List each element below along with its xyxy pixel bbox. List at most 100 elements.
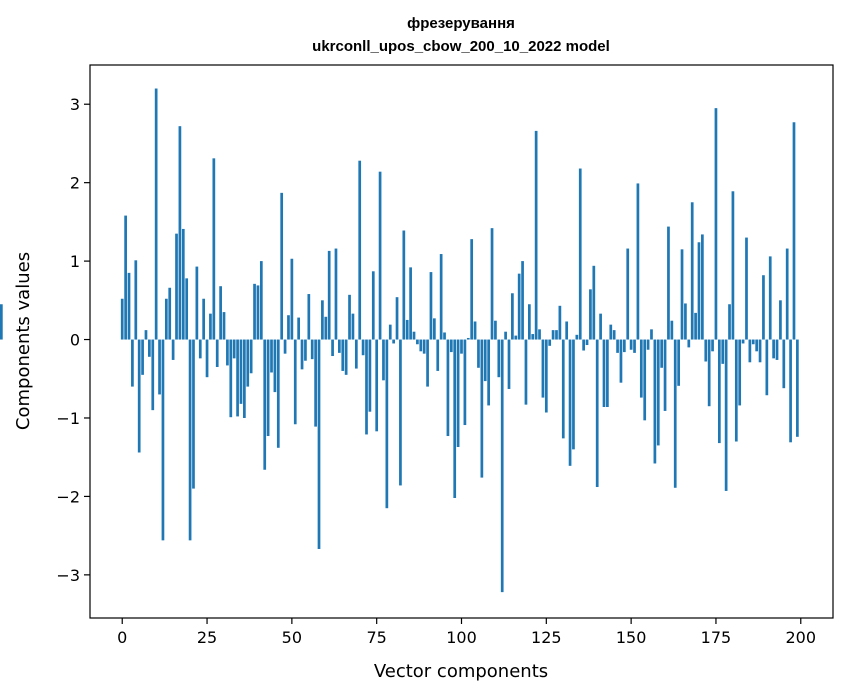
chart-title-line-1: фрезерування <box>407 15 515 32</box>
bar-165 <box>680 249 684 340</box>
bar-150 <box>629 339 633 350</box>
y-tick-label: 1 <box>70 252 80 271</box>
bar-undefined <box>0 304 3 340</box>
bar-93 <box>436 339 440 371</box>
bar-30 <box>222 312 226 340</box>
bar-128 <box>555 330 558 340</box>
bar-178 <box>724 339 728 491</box>
bar-138 <box>589 289 592 340</box>
bar-199 <box>796 339 799 437</box>
bar-103 <box>470 239 474 340</box>
bar-11 <box>158 339 161 395</box>
bar-108 <box>487 339 490 406</box>
x-tick-label: 100 <box>446 628 477 647</box>
bar-5 <box>137 339 141 453</box>
bar-31 <box>226 339 229 366</box>
bar-22 <box>195 266 199 340</box>
bar-119 <box>524 339 528 405</box>
bar-10 <box>154 88 158 340</box>
bar-198 <box>792 122 796 340</box>
bar-171 <box>701 234 704 340</box>
bar-36 <box>243 339 246 418</box>
bar-196 <box>785 248 789 340</box>
bar-0 <box>120 298 124 340</box>
bar-111 <box>497 339 501 378</box>
bar-107 <box>483 339 487 382</box>
bar-141 <box>599 313 602 340</box>
chart-title-line-2: ukrconll_upos_cbow_200_10_2022 model <box>312 38 610 55</box>
bar-190 <box>765 339 769 396</box>
x-tick-label: 50 <box>282 628 302 647</box>
bar-7 <box>144 330 148 340</box>
bar-168 <box>690 202 694 340</box>
bar-69 <box>354 339 358 369</box>
x-tick-label: 75 <box>367 628 387 647</box>
bar-86 <box>412 331 416 340</box>
bar-101 <box>463 339 467 426</box>
bar-23 <box>198 339 202 359</box>
bar-115 <box>511 293 514 340</box>
bar-92 <box>433 318 436 340</box>
bar-46 <box>276 339 280 448</box>
bar-6 <box>141 339 144 375</box>
bar-63 <box>334 248 338 340</box>
y-axis-label: Components values <box>13 252 34 430</box>
bar-71 <box>361 339 365 356</box>
bar-90 <box>426 339 429 387</box>
bar-21 <box>192 339 195 489</box>
bar-64 <box>338 339 341 353</box>
x-tick-label: 125 <box>531 628 562 647</box>
y-tick-label: −3 <box>56 566 80 585</box>
bar-140 <box>595 339 599 488</box>
bar-180 <box>731 191 735 340</box>
bar-47 <box>280 192 284 340</box>
bar-78 <box>385 339 389 509</box>
bar-28 <box>215 339 219 367</box>
bar-14 <box>168 287 172 340</box>
bar-42 <box>263 339 267 470</box>
bar-25 <box>205 339 209 378</box>
bar-193 <box>775 339 779 360</box>
bar-142 <box>602 339 606 407</box>
bar-151 <box>633 339 636 353</box>
bar-127 <box>551 330 555 340</box>
bar-15 <box>171 339 175 360</box>
bar-77 <box>382 339 385 381</box>
bar-41 <box>259 261 263 340</box>
bar-124 <box>541 339 545 398</box>
bar-169 <box>694 312 697 340</box>
bar-45 <box>273 339 277 393</box>
bar-33 <box>232 339 236 359</box>
bar-173 <box>707 339 711 407</box>
bar-83 <box>402 230 406 340</box>
bar-38 <box>249 339 253 374</box>
bar-177 <box>721 339 725 364</box>
bar-146 <box>616 339 619 353</box>
bar-175 <box>714 108 718 340</box>
bar-144 <box>609 324 613 340</box>
bar-73 <box>368 339 372 412</box>
bar-60 <box>324 316 328 340</box>
bar-154 <box>643 339 647 421</box>
bar-27 <box>212 158 216 340</box>
bar-55 <box>307 294 311 340</box>
bar-79 <box>388 324 392 340</box>
bar-120 <box>528 304 531 340</box>
bar-91 <box>429 272 433 340</box>
bar-187 <box>755 339 759 352</box>
bar-87 <box>416 339 419 345</box>
bar-50 <box>290 258 294 340</box>
bar-166 <box>684 303 687 340</box>
bar-series <box>0 88 799 593</box>
bar-24 <box>202 298 206 340</box>
bar-147 <box>619 339 623 383</box>
bar-135 <box>578 168 582 340</box>
bar-95 <box>443 332 446 340</box>
y-tick-label: 3 <box>70 95 80 114</box>
bar-57 <box>314 339 317 427</box>
bar-13 <box>164 298 168 340</box>
bar-4 <box>134 260 138 340</box>
bar-62 <box>331 339 334 357</box>
bar-89 <box>422 339 426 354</box>
bar-158 <box>656 339 660 446</box>
